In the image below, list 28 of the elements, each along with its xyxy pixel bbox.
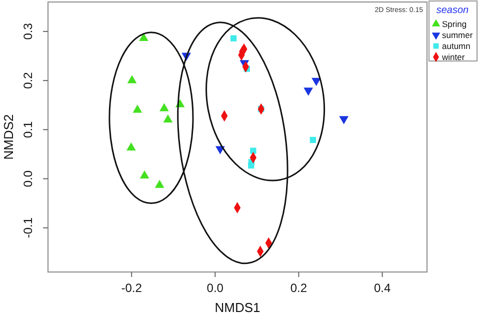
y-tick-label: 0.2	[21, 72, 35, 89]
legend-title: season	[436, 5, 470, 16]
point	[250, 148, 256, 154]
x-tick-label: 0.4	[374, 281, 391, 295]
x-axis-title: NMDS1	[214, 300, 260, 315]
legend-label: summer	[442, 30, 473, 40]
point	[163, 114, 173, 123]
y-tick-label: 0.1	[21, 120, 35, 138]
point	[126, 142, 136, 151]
legend-label: winter	[441, 52, 465, 62]
y-axis-title: NMDS2	[1, 114, 16, 160]
x-tick-label: -0.2	[121, 281, 142, 295]
x-tick-label: 0.0	[206, 281, 224, 295]
y-tick-label: -0.1	[21, 217, 35, 238]
point	[132, 104, 142, 113]
point	[310, 136, 316, 144]
x-tick-label: 0.2	[290, 281, 308, 295]
point	[154, 180, 164, 188]
point	[230, 35, 237, 42]
legend-label: Spring	[442, 19, 467, 29]
legend-label: autumn	[442, 41, 471, 51]
point	[159, 103, 169, 112]
y-tick-label: 0.0	[21, 170, 35, 188]
point	[139, 32, 148, 42]
point	[248, 162, 254, 169]
y-tick-label: 0.3	[21, 22, 35, 40]
point	[140, 170, 150, 178]
point	[127, 75, 137, 84]
